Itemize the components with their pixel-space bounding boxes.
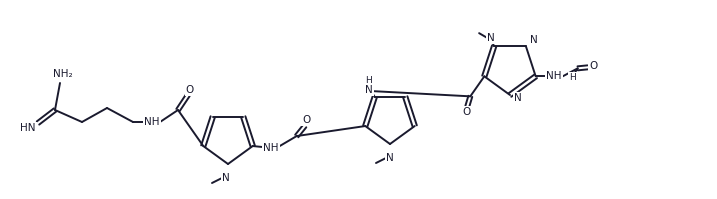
Text: NH₂: NH₂ [53, 69, 73, 79]
Text: O: O [303, 115, 311, 125]
Text: N: N [530, 35, 538, 45]
Text: H: H [366, 76, 372, 85]
Text: HN: HN [20, 123, 36, 133]
Text: N: N [365, 85, 373, 95]
Text: NH: NH [263, 143, 278, 153]
Text: O: O [462, 107, 470, 117]
Text: N: N [222, 173, 230, 183]
Text: O: O [589, 61, 598, 71]
Text: N: N [386, 153, 394, 163]
Text: N: N [488, 33, 495, 43]
Text: O: O [186, 85, 194, 95]
Text: N: N [514, 93, 522, 103]
Text: H: H [569, 73, 576, 82]
Text: NH: NH [144, 117, 160, 127]
Text: NH: NH [546, 71, 561, 81]
